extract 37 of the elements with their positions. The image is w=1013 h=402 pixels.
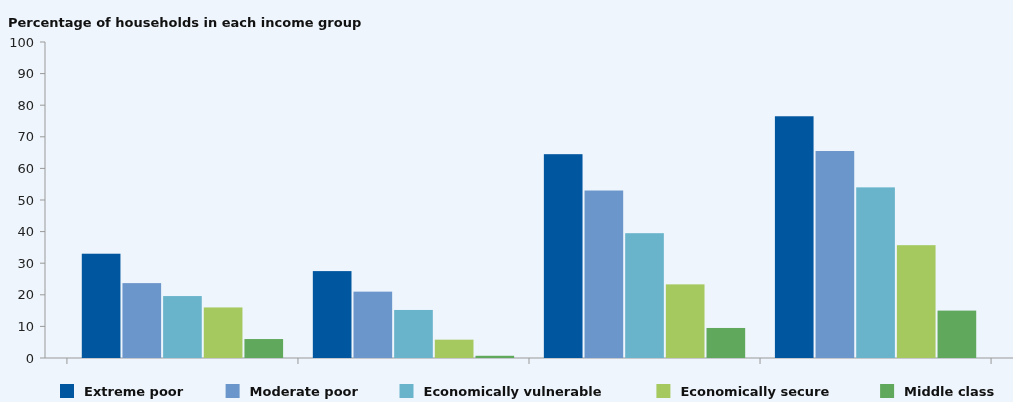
legend-label: Moderate poor (249, 384, 359, 399)
y-tick-label: 20 (17, 287, 34, 303)
bar (244, 339, 284, 358)
bar (543, 154, 583, 358)
y-tick-label: 0 (25, 350, 34, 366)
bar (856, 187, 895, 358)
bar (625, 233, 664, 358)
y-tick-label: 10 (17, 318, 34, 334)
bar (122, 283, 162, 358)
y-tick-label: 90 (17, 66, 34, 82)
bar (394, 309, 433, 358)
legend-label: Economically vulnerable (423, 384, 602, 399)
bar (896, 245, 936, 358)
bar (312, 271, 352, 358)
bar (815, 151, 855, 358)
y-axis-title: Percentage of households in each income group (8, 15, 362, 30)
bar (937, 310, 977, 358)
bar (353, 291, 393, 358)
legend-label: Extreme poor (84, 384, 184, 399)
bar (434, 339, 474, 358)
y-tick-label: 70 (17, 129, 34, 145)
y-tick-label: 100 (9, 34, 34, 50)
bar (163, 296, 202, 358)
y-tick-label: 50 (17, 192, 34, 208)
y-tick-label: 30 (17, 255, 34, 271)
bar (584, 190, 624, 358)
y-tick-label: 60 (17, 160, 34, 176)
legend-label: Middle class (904, 384, 995, 399)
legend-label: Economically secure (680, 384, 830, 399)
bar (774, 116, 814, 358)
bar (665, 284, 705, 358)
bar (203, 307, 243, 358)
bar (706, 327, 746, 358)
bar (81, 253, 121, 358)
y-tick-label: 80 (17, 97, 34, 113)
y-tick-label: 40 (17, 224, 34, 240)
bar (475, 355, 515, 358)
